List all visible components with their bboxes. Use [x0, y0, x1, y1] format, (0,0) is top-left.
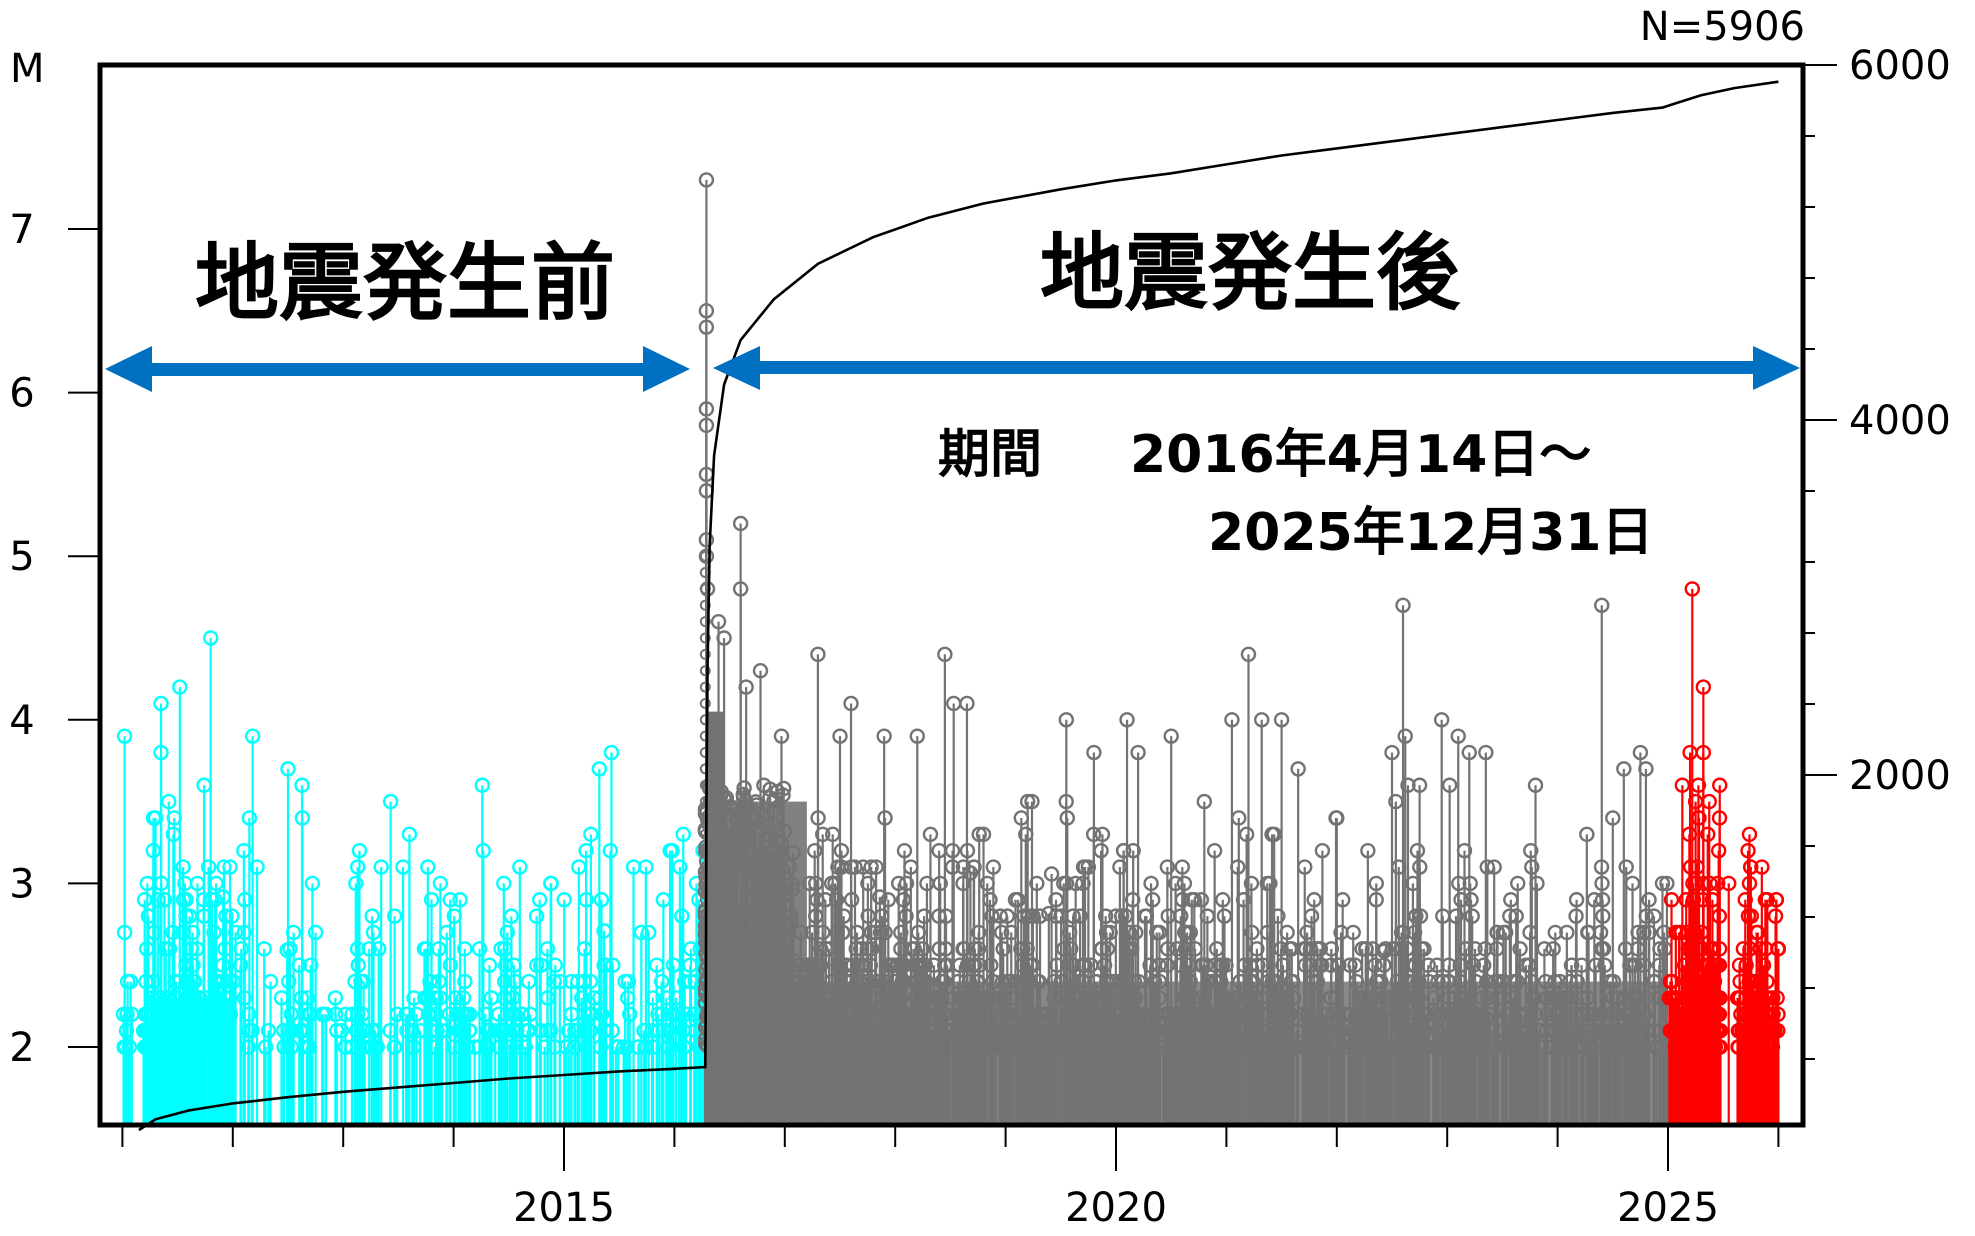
left-axis-tick-label: 5 — [9, 534, 34, 580]
period-start: 2016年4月14日～ — [1130, 425, 1591, 485]
plot-frame — [97, 62, 1806, 1128]
left-axis-tick-label: 6 — [9, 371, 34, 417]
stem-plot-layer — [115, 172, 1787, 1125]
right-axis-tick-label: 2000 — [1849, 753, 1951, 799]
cumulative-count-curve — [138, 80, 1779, 1132]
event-count-label: N=5906 — [1640, 4, 1805, 50]
arrow-right-head-icon — [1753, 346, 1800, 390]
left-axis-tick-label: 2 — [9, 1025, 34, 1071]
left-axis-tick-label: 4 — [9, 698, 34, 744]
arrow-right-head-icon — [643, 346, 690, 392]
after-period-arrow — [713, 346, 1800, 390]
magnitude-axis-title: M — [10, 46, 45, 92]
before-period-arrow — [105, 346, 690, 392]
before-earthquake-label: 地震発生前 — [195, 234, 615, 332]
arrow-left-head-icon — [713, 346, 760, 390]
series-after-mainshock — [697, 172, 1676, 1125]
x-axis-tick-label: 2015 — [513, 1185, 615, 1231]
left-axis-tick-label: 7 — [9, 207, 34, 253]
period-label: 期間 — [938, 425, 1042, 485]
x-axis-tick-label: 2020 — [1065, 1185, 1167, 1231]
after-earthquake-label: 地震発生後 — [1040, 224, 1461, 322]
right-axis-tick-label: 6000 — [1849, 43, 1951, 89]
right-axis-tick-label: 4000 — [1849, 398, 1951, 444]
series-recent-2025 — [1661, 581, 1787, 1125]
x-axis-tick-label: 2025 — [1617, 1185, 1719, 1231]
left-axis-tick-label: 3 — [9, 861, 34, 907]
arrow-left-head-icon — [105, 346, 152, 392]
series-before-mainshock — [115, 630, 711, 1125]
axes-layer: 2 3 4 5 6 7 2000 4000 6000 2015 2020 2025 — [9, 43, 1951, 1231]
period-end: 2025年12月31日 — [1208, 503, 1653, 563]
